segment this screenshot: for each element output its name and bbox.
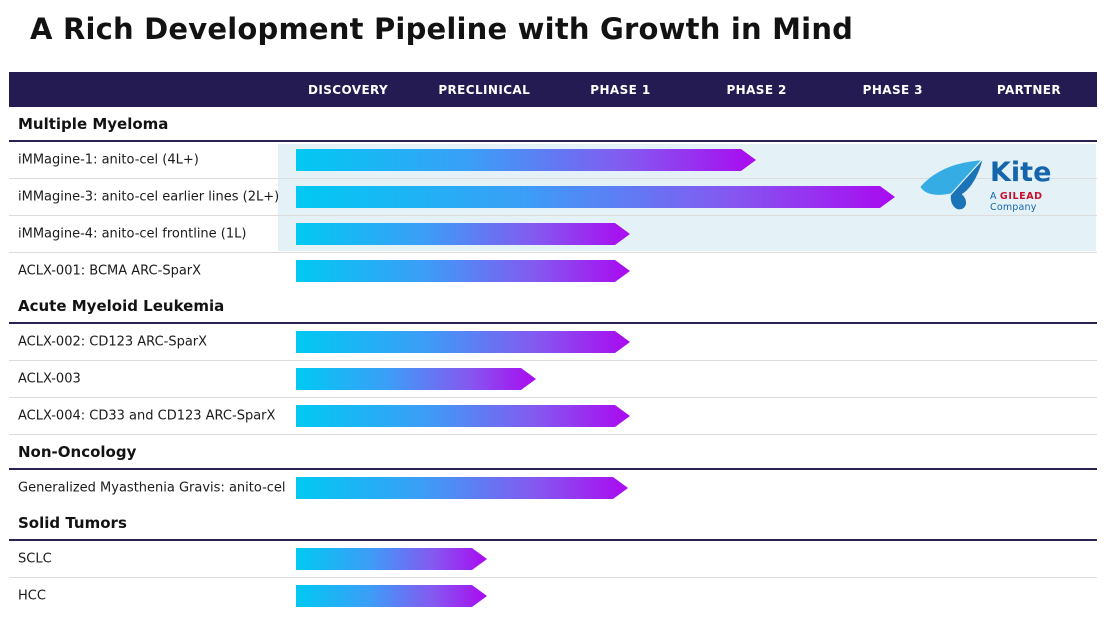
tagline-suffix: Company	[990, 201, 1037, 213]
pipeline-row: ACLX-001: BCMA ARC-SparX	[9, 253, 1097, 289]
section-rule	[9, 539, 1097, 541]
pipeline-row: iMMagine-1: anito-cel (4L+)	[9, 142, 1097, 179]
kite-tagline: A GILEAD Company	[990, 191, 1088, 213]
pipeline-bar	[296, 260, 630, 282]
section-title: Non-Oncology	[18, 443, 137, 461]
kite-logo: Kite A GILEAD Company	[918, 152, 1088, 220]
pipeline-bar	[296, 186, 895, 208]
section-heading-non-oncology: Non-Oncology	[0, 435, 1111, 470]
pipeline-bar	[296, 331, 630, 353]
section-title: Solid Tumors	[18, 514, 127, 532]
section-title: Acute Myeloid Leukemia	[18, 297, 225, 315]
stage-column-phase1: PHASE 1	[590, 82, 651, 97]
pipeline-bar	[296, 223, 630, 245]
program-label: iMMagine-4: anito-cel frontline (1L)	[18, 226, 247, 242]
section-heading-acute-myeloid-leukemia: Acute Myeloid Leukemia	[0, 289, 1111, 324]
pipeline-row: ACLX-003	[9, 361, 1097, 398]
section-rule	[9, 140, 1097, 142]
pipeline-bar	[296, 477, 628, 499]
program-label: ACLX-002: CD123 ARC-SparX	[18, 334, 208, 350]
program-label: Generalized Myasthenia Gravis: anito-cel	[18, 480, 286, 496]
pipeline-bar	[296, 368, 536, 390]
page-title: A Rich Development Pipeline with Growth …	[30, 12, 854, 46]
program-label: ACLX-003	[18, 371, 81, 387]
program-label: SCLC	[18, 551, 52, 567]
pipeline-bar	[296, 149, 756, 171]
section-title: Multiple Myeloma	[18, 115, 169, 133]
pipeline-row: iMMagine-3: anito-cel earlier lines (2L+…	[9, 179, 1097, 216]
program-label: ACLX-004: CD33 and CD123 ARC-SparX	[18, 408, 276, 424]
stage-column-partner: PARTNER	[996, 82, 1062, 97]
pipeline-content: Multiple Myeloma iMMagine-1: anito-cel (…	[0, 107, 1111, 614]
stage-header-bar: DISCOVERY PRECLINICAL PHASE 1 PHASE 2 PH…	[9, 72, 1097, 107]
kite-mark-icon	[920, 160, 983, 210]
pipeline-bar	[296, 548, 487, 570]
pipeline-row: HCC	[9, 578, 1097, 614]
pipeline-row: iMMagine-4: anito-cel frontline (1L)	[9, 216, 1097, 253]
pipeline-row: Generalized Myasthenia Gravis: anito-cel	[9, 470, 1097, 506]
stage-column-preclinical: PRECLINICAL	[438, 82, 531, 97]
program-label: HCC	[18, 588, 46, 604]
stage-column-discovery: DISCOVERY	[308, 82, 389, 97]
gilead-brand: GILEAD	[999, 190, 1043, 202]
section-heading-solid-tumors: Solid Tumors	[0, 506, 1111, 541]
program-label: ACLX-001: BCMA ARC-SparX	[18, 263, 202, 279]
pipeline-row: ACLX-004: CD33 and CD123 ARC-SparX	[9, 398, 1097, 435]
program-label: iMMagine-1: anito-cel (4L+)	[18, 152, 199, 168]
pipeline-row: ACLX-002: CD123 ARC-SparX	[9, 324, 1097, 361]
section-heading-multiple-myeloma: Multiple Myeloma	[0, 107, 1111, 142]
section-rule	[9, 322, 1097, 324]
pipeline-bar	[296, 405, 630, 427]
section-rule	[9, 468, 1097, 470]
tagline-prefix: A	[990, 190, 1000, 202]
program-label: iMMagine-3: anito-cel earlier lines (2L+…	[18, 189, 280, 205]
pipeline-row: SCLC	[9, 541, 1097, 578]
stage-column-phase3: PHASE 3	[862, 82, 923, 97]
kite-wordmark: Kite	[990, 157, 1052, 189]
kite-logo-text: Kite A GILEAD Company	[990, 157, 1088, 213]
pipeline-bar	[296, 585, 487, 607]
stage-column-phase2: PHASE 2	[726, 82, 787, 97]
